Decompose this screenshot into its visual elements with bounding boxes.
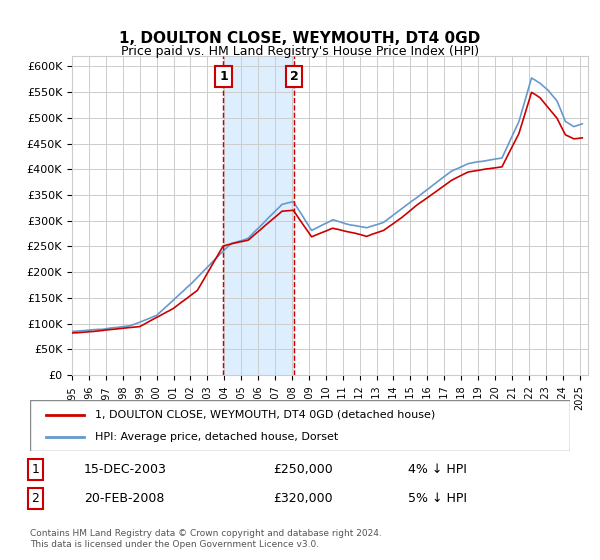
Text: 20-FEB-2008: 20-FEB-2008	[84, 492, 164, 505]
Text: 5% ↓ HPI: 5% ↓ HPI	[408, 492, 467, 505]
FancyBboxPatch shape	[30, 400, 570, 451]
Text: Price paid vs. HM Land Registry's House Price Index (HPI): Price paid vs. HM Land Registry's House …	[121, 45, 479, 58]
Text: 4% ↓ HPI: 4% ↓ HPI	[408, 463, 467, 476]
Text: 1: 1	[219, 70, 228, 83]
Text: 1, DOULTON CLOSE, WEYMOUTH, DT4 0GD (detached house): 1, DOULTON CLOSE, WEYMOUTH, DT4 0GD (det…	[95, 409, 435, 419]
Text: 1: 1	[31, 463, 40, 476]
Text: £320,000: £320,000	[273, 492, 332, 505]
Text: 2: 2	[290, 70, 299, 83]
Bar	[223, 56, 294, 375]
Text: 1, DOULTON CLOSE, WEYMOUTH, DT4 0GD: 1, DOULTON CLOSE, WEYMOUTH, DT4 0GD	[119, 31, 481, 46]
Text: 15-DEC-2003: 15-DEC-2003	[84, 463, 167, 476]
Text: 2: 2	[31, 492, 40, 505]
Text: £250,000: £250,000	[273, 463, 333, 476]
Text: HPI: Average price, detached house, Dorset: HPI: Average price, detached house, Dors…	[95, 432, 338, 442]
Text: Contains HM Land Registry data © Crown copyright and database right 2024.
This d: Contains HM Land Registry data © Crown c…	[30, 529, 382, 549]
